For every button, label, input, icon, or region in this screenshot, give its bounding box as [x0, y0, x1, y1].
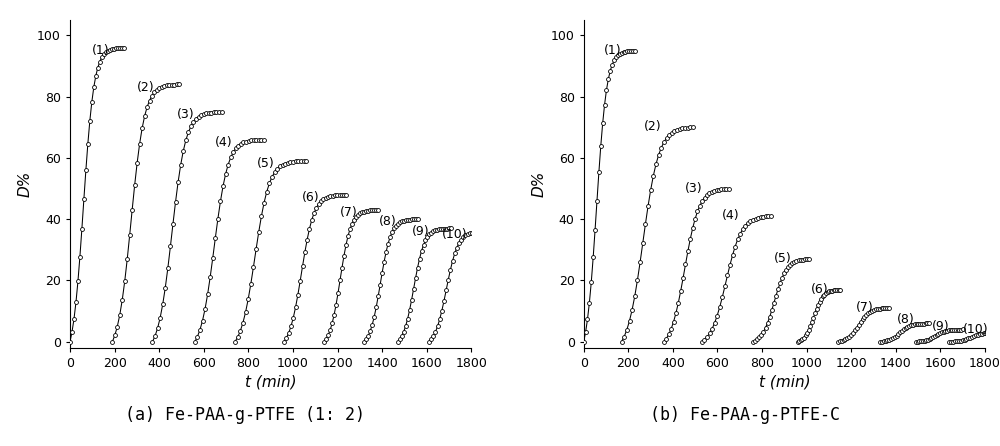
Y-axis label: D%: D% [532, 171, 547, 197]
Text: (2): (2) [137, 81, 155, 94]
Text: (8): (8) [379, 215, 397, 228]
Text: (2): (2) [644, 120, 662, 133]
Text: (5): (5) [257, 157, 275, 170]
X-axis label: t (min): t (min) [245, 374, 296, 389]
Text: (10): (10) [963, 322, 988, 336]
X-axis label: t (min): t (min) [759, 374, 810, 389]
Text: (3): (3) [685, 182, 703, 195]
Text: (4): (4) [722, 209, 740, 222]
Text: (9): (9) [931, 320, 949, 333]
Text: (10): (10) [442, 227, 468, 241]
Text: (1): (1) [92, 44, 110, 57]
Text: (7): (7) [856, 301, 873, 314]
Text: (3): (3) [177, 108, 195, 121]
Text: (9): (9) [412, 225, 430, 238]
Text: (5): (5) [774, 252, 792, 265]
Y-axis label: D%: D% [18, 171, 33, 197]
Text: (a) Fe-PAA-g-PTFE (1: 2): (a) Fe-PAA-g-PTFE (1: 2) [125, 406, 365, 424]
Text: (1): (1) [604, 44, 621, 57]
Text: (4): (4) [215, 136, 233, 149]
Text: (6): (6) [811, 283, 829, 296]
Text: (6): (6) [302, 191, 319, 204]
Text: (8): (8) [897, 314, 915, 326]
Text: (b) Fe-PAA-g-PTFE-C: (b) Fe-PAA-g-PTFE-C [650, 406, 840, 424]
Text: (7): (7) [340, 206, 358, 219]
